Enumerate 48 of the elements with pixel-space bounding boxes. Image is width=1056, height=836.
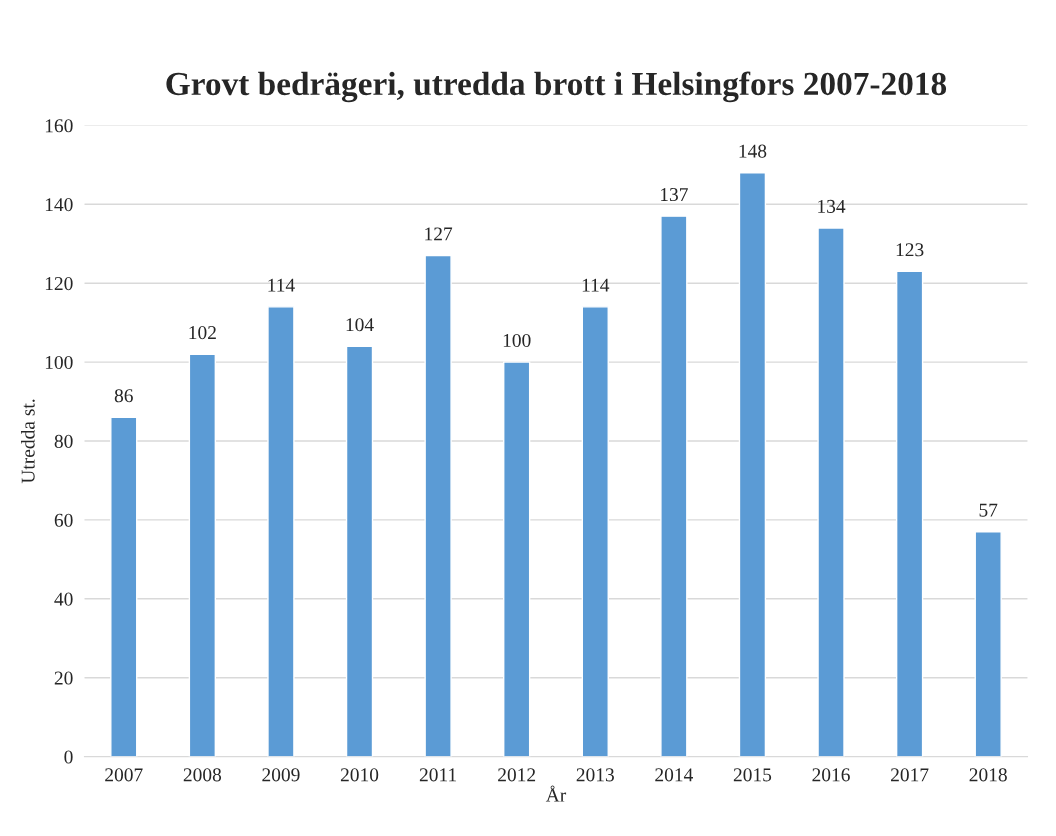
x-tick-label: 2017 bbox=[891, 768, 929, 782]
bar bbox=[974, 531, 1002, 757]
y-tick-label: 60 bbox=[54, 513, 73, 527]
x-tick-label: 2009 bbox=[262, 768, 300, 782]
x-tick-label: 2010 bbox=[340, 768, 379, 782]
x-tick-label: 2011 bbox=[419, 768, 457, 782]
data-label: 104 bbox=[346, 318, 374, 332]
y-tick-label: 80 bbox=[54, 434, 73, 448]
data-label: 102 bbox=[189, 326, 216, 340]
x-tick-label: 2012 bbox=[498, 768, 536, 782]
bar bbox=[345, 345, 374, 757]
bar bbox=[895, 270, 924, 757]
y-tick-label: 100 bbox=[45, 355, 73, 370]
y-tick-label: 40 bbox=[54, 592, 73, 606]
bar bbox=[503, 361, 531, 757]
data-label: 114 bbox=[268, 278, 295, 292]
y-tick-label: 160 bbox=[45, 119, 73, 133]
data-label: 57 bbox=[979, 503, 998, 517]
x-tick-label: 2018 bbox=[969, 768, 1007, 782]
y-tick-label: 20 bbox=[54, 671, 73, 685]
x-tick-label: 2014 bbox=[655, 768, 693, 782]
chart-title: Grovt bedrägeri, utredda brott i Helsingfors 2007-2018 bbox=[166, 71, 947, 103]
y-tick-label: 140 bbox=[45, 198, 73, 212]
bar bbox=[581, 306, 609, 757]
data-label: 114 bbox=[582, 278, 610, 292]
x-tick-label: 2016 bbox=[812, 768, 850, 782]
x-tick-label: 2013 bbox=[576, 768, 614, 782]
bar bbox=[817, 227, 845, 757]
bar bbox=[738, 172, 767, 757]
data-label: 123 bbox=[896, 243, 924, 257]
data-label: 100 bbox=[503, 333, 531, 348]
x-tick-label: 2015 bbox=[733, 768, 772, 782]
bar bbox=[424, 254, 452, 757]
data-label: 127 bbox=[425, 227, 453, 241]
x-axis-title: År bbox=[545, 785, 567, 802]
bar bbox=[267, 306, 295, 757]
bar bbox=[110, 416, 138, 757]
y-tick-label: 0 bbox=[64, 750, 73, 764]
x-tick-label: 2007 bbox=[105, 768, 143, 782]
data-label: 137 bbox=[660, 188, 688, 202]
bar bbox=[188, 353, 217, 757]
bar bbox=[660, 215, 688, 757]
y-axis-title: Utredda st. bbox=[21, 399, 35, 484]
data-label: 148 bbox=[739, 144, 767, 158]
y-tick-label: 120 bbox=[45, 277, 73, 291]
data-label: 134 bbox=[818, 199, 846, 213]
x-tick-label: 2008 bbox=[183, 768, 222, 782]
data-label: 86 bbox=[114, 389, 133, 403]
